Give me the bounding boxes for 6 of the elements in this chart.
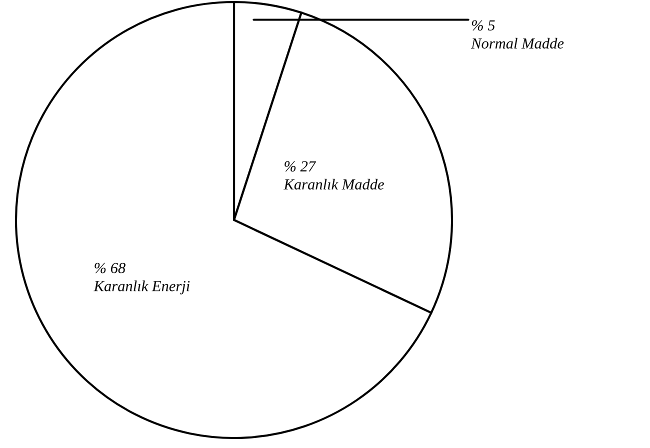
data-label: % 5 xyxy=(472,20,495,31)
data-label: % 68 xyxy=(94,262,126,274)
slice-label: Karanlık Enerji xyxy=(94,280,190,294)
slice-label: Karanlık Madde xyxy=(284,178,384,190)
slice-label: Normal Madde xyxy=(470,38,564,49)
data-label: % 27 xyxy=(284,161,316,172)
